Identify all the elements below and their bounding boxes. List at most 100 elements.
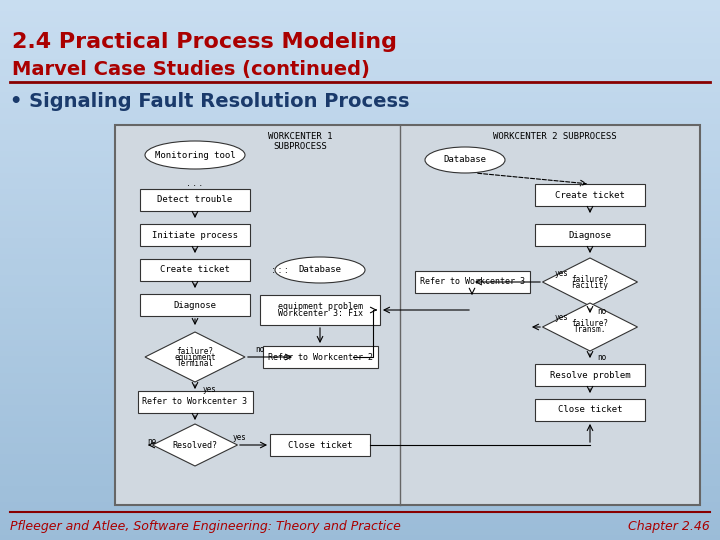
Bar <box>0 140 720 146</box>
Text: equipment problem: equipment problem <box>277 302 362 311</box>
Bar <box>138 391 253 413</box>
Bar <box>0 65 720 70</box>
Text: yes: yes <box>555 268 569 278</box>
Bar <box>0 432 720 437</box>
Text: yes: yes <box>555 314 569 322</box>
Text: Pfleeger and Atlee, Software Engineering: Theory and Practice: Pfleeger and Atlee, Software Engineering… <box>10 520 401 533</box>
Text: WORKCENTER 1
SUBPROCESS: WORKCENTER 1 SUBPROCESS <box>268 132 332 151</box>
Bar <box>0 151 720 157</box>
Bar <box>0 297 720 302</box>
Bar <box>0 173 720 178</box>
Bar <box>0 103 720 108</box>
Polygon shape <box>115 125 700 505</box>
Text: Chapter 2.46: Chapter 2.46 <box>628 520 710 533</box>
Bar <box>0 351 720 356</box>
Text: no: no <box>256 346 265 354</box>
Bar <box>0 286 720 292</box>
Text: Marvel Case Studies (continued): Marvel Case Studies (continued) <box>12 60 370 79</box>
Bar <box>0 5 720 11</box>
Bar <box>0 16 720 22</box>
Text: Create ticket: Create ticket <box>555 191 625 199</box>
Text: WORKCENTER 2 SUBPROCESS: WORKCENTER 2 SUBPROCESS <box>493 132 617 141</box>
Bar <box>0 475 720 481</box>
Bar <box>0 108 720 113</box>
Bar <box>0 313 720 319</box>
Bar <box>0 76 720 81</box>
Text: • Signaling Fault Resolution Process: • Signaling Fault Resolution Process <box>10 92 410 111</box>
Text: Monitoring tool: Monitoring tool <box>155 151 235 159</box>
Text: : : :: : : : <box>272 265 288 275</box>
Bar <box>0 54 720 59</box>
Bar <box>0 189 720 194</box>
Text: no: no <box>148 436 157 446</box>
Text: Close ticket: Close ticket <box>558 406 622 415</box>
Bar <box>0 97 720 103</box>
Text: no: no <box>598 353 607 361</box>
Bar <box>0 194 720 200</box>
Text: Refer to Workcenter 2: Refer to Workcenter 2 <box>268 353 372 361</box>
Bar <box>0 49 720 54</box>
Bar <box>0 22 720 27</box>
Bar <box>0 259 720 265</box>
Bar <box>0 421 720 427</box>
Bar <box>0 308 720 313</box>
Bar <box>0 238 720 243</box>
Bar <box>535 399 645 421</box>
Bar <box>0 497 720 502</box>
Bar <box>0 275 720 281</box>
Bar <box>0 70 720 76</box>
Bar <box>0 221 720 227</box>
Bar <box>0 292 720 297</box>
Bar <box>0 378 720 383</box>
Bar <box>0 335 720 340</box>
Bar <box>0 448 720 454</box>
Text: Database: Database <box>444 156 487 165</box>
Text: Refer to Workcenter 3: Refer to Workcenter 3 <box>420 278 524 287</box>
Bar <box>0 491 720 497</box>
Bar <box>0 481 720 486</box>
Bar <box>0 367 720 373</box>
Bar <box>0 454 720 459</box>
Bar <box>0 329 720 335</box>
Bar <box>0 157 720 162</box>
Bar <box>0 324 720 329</box>
Bar <box>0 81 720 86</box>
Bar <box>0 162 720 167</box>
Text: Diagnose: Diagnose <box>174 300 217 309</box>
Bar <box>0 216 720 221</box>
Bar <box>0 248 720 254</box>
Text: . . .: . . . <box>187 178 202 188</box>
Bar <box>140 259 250 281</box>
Bar <box>0 232 720 238</box>
Bar <box>0 389 720 394</box>
Bar <box>0 518 720 524</box>
Polygon shape <box>542 258 637 306</box>
Bar <box>0 167 720 173</box>
Bar <box>0 243 720 248</box>
Bar <box>0 11 720 16</box>
Text: Transm.: Transm. <box>574 326 606 334</box>
Text: yes: yes <box>203 384 217 394</box>
Bar <box>270 434 370 456</box>
Text: Resolved?: Resolved? <box>173 441 217 449</box>
Bar <box>0 437 720 443</box>
Bar <box>0 43 720 49</box>
Polygon shape <box>153 424 238 466</box>
Bar <box>0 508 720 513</box>
Text: Detect trouble: Detect trouble <box>158 195 233 205</box>
Text: Terminal: Terminal <box>176 359 214 368</box>
Bar <box>140 224 250 246</box>
Bar <box>0 416 720 421</box>
Bar <box>0 27 720 32</box>
Bar <box>0 130 720 135</box>
Text: Workcenter 3: Fix: Workcenter 3: Fix <box>277 309 362 318</box>
Bar <box>0 470 720 475</box>
Bar <box>415 271 529 293</box>
Bar <box>0 119 720 124</box>
Bar <box>0 38 720 43</box>
Bar <box>0 178 720 184</box>
Bar <box>0 32 720 38</box>
Text: equipment: equipment <box>174 353 216 361</box>
Bar <box>0 124 720 130</box>
Bar <box>0 400 720 405</box>
